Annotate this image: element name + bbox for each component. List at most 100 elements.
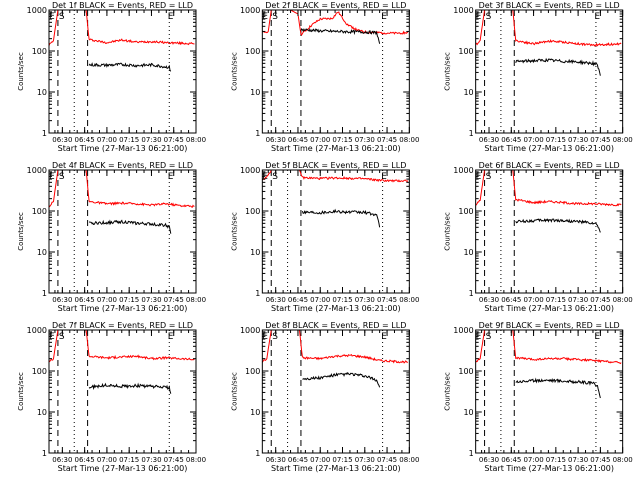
x-tick-label: 06:30 xyxy=(266,136,286,144)
x-tick-label: 07:30 xyxy=(355,296,375,304)
x-tick-label: 07:15 xyxy=(119,456,139,464)
series-events-line xyxy=(515,377,601,399)
x-tick-label: 08:00 xyxy=(186,456,206,464)
x-tick-label: 06:45 xyxy=(501,456,521,464)
y-tick-label: 1 xyxy=(255,289,260,298)
x-axis-label: Start Time (27-Mar-13 06:21:00) xyxy=(484,464,614,473)
y-tick-label: 1 xyxy=(469,129,474,138)
marker-e-label: E xyxy=(476,332,482,342)
x-axis-label: Start Time (27-Mar-13 06:21:00) xyxy=(58,464,188,473)
y-tick-label: 10 xyxy=(250,248,260,257)
marker-s-label: S xyxy=(59,172,65,182)
marker-e-label: E xyxy=(381,172,387,182)
x-tick-label: 06:30 xyxy=(479,136,499,144)
y-axis-label: Counts/sec xyxy=(444,372,452,411)
x-tick-label: 08:00 xyxy=(186,296,206,304)
x-tick-label: 06:45 xyxy=(75,456,95,464)
x-tick-label: 07:45 xyxy=(590,456,610,464)
x-tick-label: 06:45 xyxy=(501,136,521,144)
y-axis-label: Counts/sec xyxy=(230,212,238,251)
y-tick-label: 1 xyxy=(255,129,260,138)
panel-title: Det 7f BLACK = Events, RED = LLD xyxy=(52,321,193,330)
x-tick-label: 07:45 xyxy=(590,296,610,304)
x-tick-label: 07:30 xyxy=(141,136,161,144)
x-tick-label: 07:15 xyxy=(332,136,352,144)
x-tick-label: 07:15 xyxy=(119,296,139,304)
y-tick-label: 100 xyxy=(32,367,47,376)
panel-title: Det 2f BLACK = Events, RED = LLD xyxy=(265,1,406,10)
y-axis-label: Counts/sec xyxy=(17,52,25,91)
x-tick-label: 06:30 xyxy=(266,456,286,464)
series-lld-line xyxy=(475,170,622,207)
y-tick-label: 1 xyxy=(255,449,260,458)
series-lld-line xyxy=(475,330,622,365)
plot-frame xyxy=(48,329,197,454)
y-axis-label: Counts/sec xyxy=(17,372,25,411)
y-tick-label: 10 xyxy=(37,248,47,257)
x-tick-label: 07:45 xyxy=(164,296,184,304)
y-axis-label: Counts/sec xyxy=(444,52,452,91)
y-tick-label: 1000 xyxy=(27,326,47,335)
y-axis-label: Counts/sec xyxy=(444,212,452,251)
x-tick-label: 06:45 xyxy=(75,136,95,144)
marker-s-label: S xyxy=(272,172,278,182)
marker-e-label: E xyxy=(49,332,55,342)
y-tick-label: 10 xyxy=(37,408,47,417)
y-tick-label: 100 xyxy=(245,47,260,56)
x-tick-label: 07:15 xyxy=(332,296,352,304)
series-events-line xyxy=(88,382,172,394)
y-tick-label: 1000 xyxy=(27,166,47,175)
x-tick-label: 06:45 xyxy=(288,136,308,144)
x-tick-label: 07:00 xyxy=(523,296,543,304)
marker-e-label: E xyxy=(49,172,55,182)
x-tick-label: 07:00 xyxy=(310,296,330,304)
marker-s-label: S xyxy=(486,332,492,342)
series-events-line xyxy=(88,62,172,72)
x-tick-label: 07:45 xyxy=(590,136,610,144)
y-tick-label: 100 xyxy=(32,207,47,216)
y-tick-label: 10 xyxy=(37,88,47,97)
marker-e-label: E xyxy=(262,332,268,342)
plot-frame xyxy=(261,9,410,134)
x-axis-label: Start Time (27-Mar-13 06:21:00) xyxy=(58,144,188,153)
y-tick-label: 10 xyxy=(463,248,473,257)
y-tick-label: 1 xyxy=(42,449,47,458)
marker-e-label: E xyxy=(49,12,55,22)
marker-e-label: E xyxy=(262,172,268,182)
x-tick-label: 07:00 xyxy=(523,456,543,464)
plot-frame xyxy=(48,9,197,134)
x-tick-label: 07:15 xyxy=(546,136,566,144)
y-tick-label: 100 xyxy=(245,367,260,376)
x-tick-label: 07:15 xyxy=(546,296,566,304)
x-tick-label: 08:00 xyxy=(613,296,633,304)
x-tick-label: 07:30 xyxy=(141,296,161,304)
x-tick-label: 08:00 xyxy=(613,456,633,464)
plot-frame xyxy=(261,329,410,454)
x-tick-label: 07:30 xyxy=(568,456,588,464)
y-tick-label: 1000 xyxy=(453,6,473,15)
y-tick-label: 10 xyxy=(463,88,473,97)
series-lld-line xyxy=(49,170,195,208)
y-tick-label: 10 xyxy=(250,88,260,97)
x-axis-label: Start Time (27-Mar-13 06:21:00) xyxy=(58,304,188,313)
marker-e-label: E xyxy=(594,332,600,342)
marker-e-label: E xyxy=(594,12,600,22)
y-tick-label: 1 xyxy=(42,289,47,298)
y-axis-label: Counts/sec xyxy=(17,212,25,251)
x-tick-label: 07:45 xyxy=(377,136,397,144)
x-tick-label: 06:45 xyxy=(501,296,521,304)
x-tick-label: 07:15 xyxy=(119,136,139,144)
x-tick-label: 08:00 xyxy=(399,456,419,464)
x-tick-label: 07:30 xyxy=(141,456,161,464)
x-tick-label: 07:15 xyxy=(546,456,566,464)
y-tick-label: 1 xyxy=(469,289,474,298)
x-tick-label: 07:30 xyxy=(568,296,588,304)
x-tick-label: 06:45 xyxy=(75,296,95,304)
y-tick-label: 100 xyxy=(458,207,473,216)
